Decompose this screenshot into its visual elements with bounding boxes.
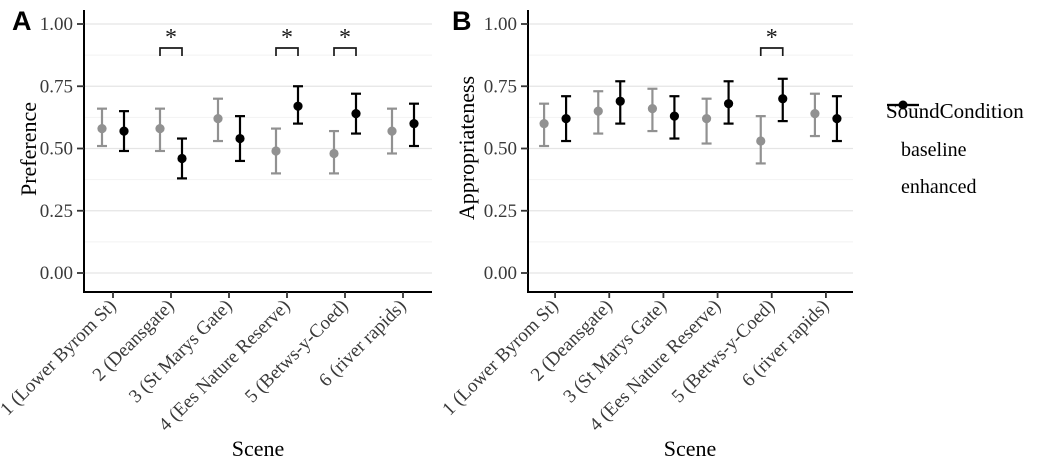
significance-bracket [759, 47, 784, 56]
data-point-enhanced-scene-5 [351, 109, 361, 119]
y-tick-label: 0.00 [484, 263, 517, 284]
data-point-enhanced-scene-5 [778, 94, 788, 104]
significance-star: * [281, 25, 293, 51]
data-point-baseline-scene-3 [647, 104, 658, 114]
y-tick-label: 1.00 [484, 14, 517, 35]
significance-star: * [339, 25, 351, 51]
data-point-baseline-scene-3 [213, 114, 223, 124]
significance-bracket [159, 47, 183, 56]
panel-tag-b: B [452, 6, 472, 36]
data-point-baseline-scene-4 [271, 146, 281, 156]
data-point-baseline-scene-2 [593, 106, 603, 116]
y-tick-label: 0.50 [40, 139, 73, 160]
x-axis-title-scene-b: Scene [663, 436, 717, 461]
data-point-enhanced-scene-1 [561, 114, 571, 124]
x-tick-label-scene: 3 (St Marys Gate) [125, 296, 236, 407]
legend-items: baseline enhanced [886, 100, 1024, 198]
data-point-enhanced-scene-2 [177, 153, 187, 164]
legend-item-label: enhanced [901, 175, 977, 198]
panel-a: 0.000.250.500.751.001 (Lower Byrom St)2 … [0, 10, 432, 436]
significance-bracket [333, 47, 357, 56]
data-point-baseline-scene-6 [387, 126, 397, 136]
y-tick-label: 0.00 [40, 263, 73, 284]
y-tick-label: 0.25 [484, 201, 517, 222]
data-point-enhanced-scene-6 [832, 114, 842, 124]
data-point-baseline-scene-2 [155, 123, 165, 134]
data-point-enhanced-scene-3 [235, 133, 245, 144]
significance-star: * [766, 25, 778, 51]
data-point-baseline-scene-4 [701, 114, 712, 124]
y-axis-title-preference: Preference [16, 101, 41, 197]
data-point-enhanced-scene-6 [409, 119, 419, 129]
y-tick-label: 0.75 [40, 76, 73, 97]
legend-item-enhanced: enhanced [886, 100, 1024, 198]
panel-tag-a: A [12, 6, 32, 36]
data-point-enhanced-scene-2 [615, 96, 625, 106]
data-point-baseline-scene-5 [329, 148, 339, 159]
legend-item-baseline: baseline [886, 100, 1024, 161]
y-tick-label: 0.75 [484, 76, 517, 97]
legend-title: SoundCondition [886, 99, 1024, 123]
y-tick-label: 1.00 [40, 14, 73, 35]
legend-item-label: baseline [901, 138, 967, 161]
panel-b: 0.000.250.500.751.001 (Lower Byrom St)2 … [438, 10, 853, 436]
significance-star: * [165, 25, 177, 51]
x-tick-label-scene: 5 (Betws-y-Coed) [241, 296, 352, 407]
data-point-baseline-scene-5 [756, 136, 766, 146]
x-axis-title-scene-a: Scene [231, 436, 285, 461]
data-point-enhanced-scene-3 [669, 111, 680, 121]
data-point-enhanced-scene-4 [293, 101, 303, 111]
data-point-baseline-scene-6 [810, 109, 820, 119]
y-axis-title-appropriateness: Appropriateness [454, 75, 479, 221]
data-point-baseline-scene-1 [97, 123, 107, 134]
data-point-enhanced-scene-4 [723, 99, 734, 109]
legend: SoundCondition baseline enhanced [886, 99, 1024, 198]
data-point-enhanced-scene-1 [119, 126, 129, 136]
legend-key-enhanced-icon [887, 100, 919, 110]
y-tick-label: 0.25 [40, 201, 73, 222]
data-point-baseline-scene-1 [539, 119, 549, 129]
significance-bracket [275, 47, 299, 56]
y-tick-label: 0.50 [484, 139, 517, 160]
